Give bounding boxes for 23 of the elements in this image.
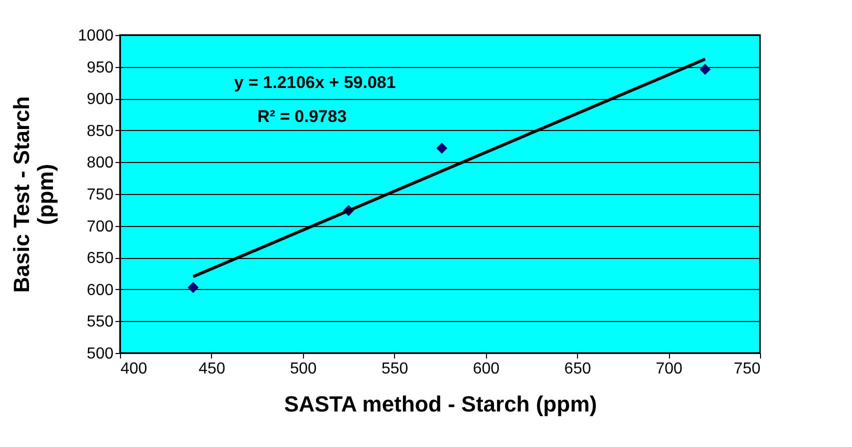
- y-tick-label: 800: [86, 154, 114, 172]
- x-tick-label: 700: [656, 360, 683, 378]
- x-tick-label: 500: [290, 360, 317, 378]
- x-tick-label: 400: [120, 360, 148, 378]
- y-tick-label: 550: [86, 314, 114, 331]
- y-tick-label: 650: [86, 250, 114, 268]
- x-tick-label: 450: [198, 360, 226, 378]
- y-tick-label: 950: [86, 59, 114, 76]
- y-tick-label: 750: [86, 186, 114, 204]
- annotation: y = 1.2106x + 59.081: [234, 73, 396, 92]
- x-axis-title: SASTA method - Starch (ppm): [284, 392, 597, 416]
- y-tick-label: 850: [86, 122, 114, 140]
- y-tick-label: 1000: [78, 28, 114, 44]
- x-tick-label: 750: [734, 360, 761, 378]
- x-tick-label: 650: [564, 360, 592, 378]
- annotation: R² = 0.9783: [257, 107, 347, 126]
- y-tick-label: 700: [86, 218, 114, 236]
- x-tick-label: 550: [381, 360, 408, 378]
- y-tick-label: 500: [86, 346, 114, 362]
- x-tick-label: 600: [472, 360, 500, 378]
- y-tick-label: 600: [86, 282, 114, 299]
- y-tick-label: 900: [86, 91, 114, 108]
- y-axis-title: Basic Test - Starch (ppm): [8, 96, 58, 293]
